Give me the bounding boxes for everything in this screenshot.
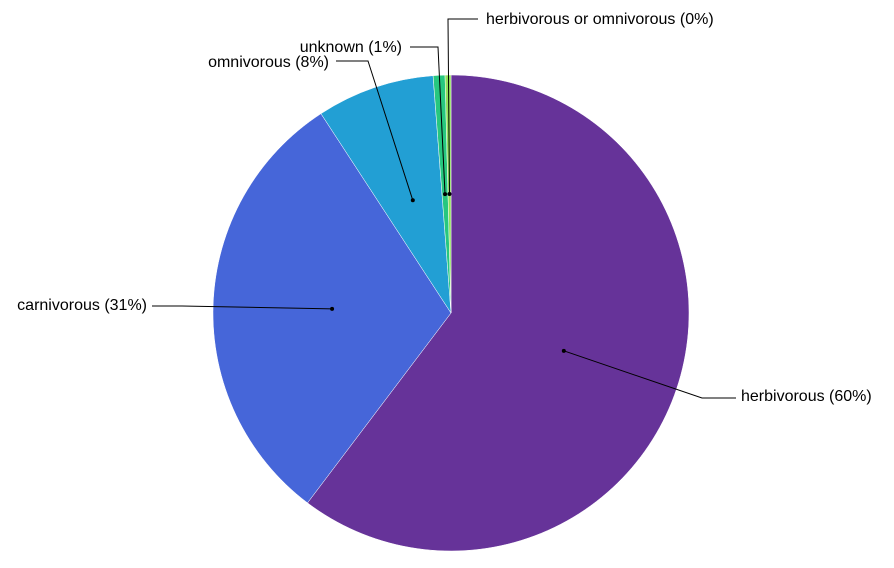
pie-slice-herbivorous — [307, 74, 690, 552]
pie-slice-omnivorous — [320, 75, 452, 314]
slice-labels: herbivorous (60%) carnivorous (31%) omni… — [17, 11, 872, 405]
leader-dot-carnivorous — [330, 306, 335, 311]
slice-label-herbivorous-or-omnivorous: herbivorous or omnivorous (0%) — [486, 11, 714, 28]
slice-label-carnivorous: carnivorous (31%) — [17, 297, 147, 314]
leader-line-carnivorous — [152, 305, 333, 310]
leader-dot-unknown — [443, 192, 448, 197]
slice-label-omnivorous: omnivorous (8%) — [208, 54, 329, 71]
slice-label-herbivorous: herbivorous (60%) — [741, 388, 872, 405]
slice-label-unknown: unknown (1%) — [300, 39, 402, 56]
leader-dot-herbivorous — [561, 348, 566, 353]
leader-line-herbivorous-or-omnivorous — [447, 18, 478, 195]
leader-dot-herbivorous-or-omnivorous — [447, 192, 452, 197]
leader-dot-omnivorous — [410, 198, 415, 203]
leader-lines — [152, 18, 736, 399]
leader-line-omnivorous — [336, 60, 414, 201]
leader-line-herbivorous — [563, 350, 736, 399]
leader-line-unknown — [410, 46, 446, 195]
pie-slices — [212, 74, 690, 552]
